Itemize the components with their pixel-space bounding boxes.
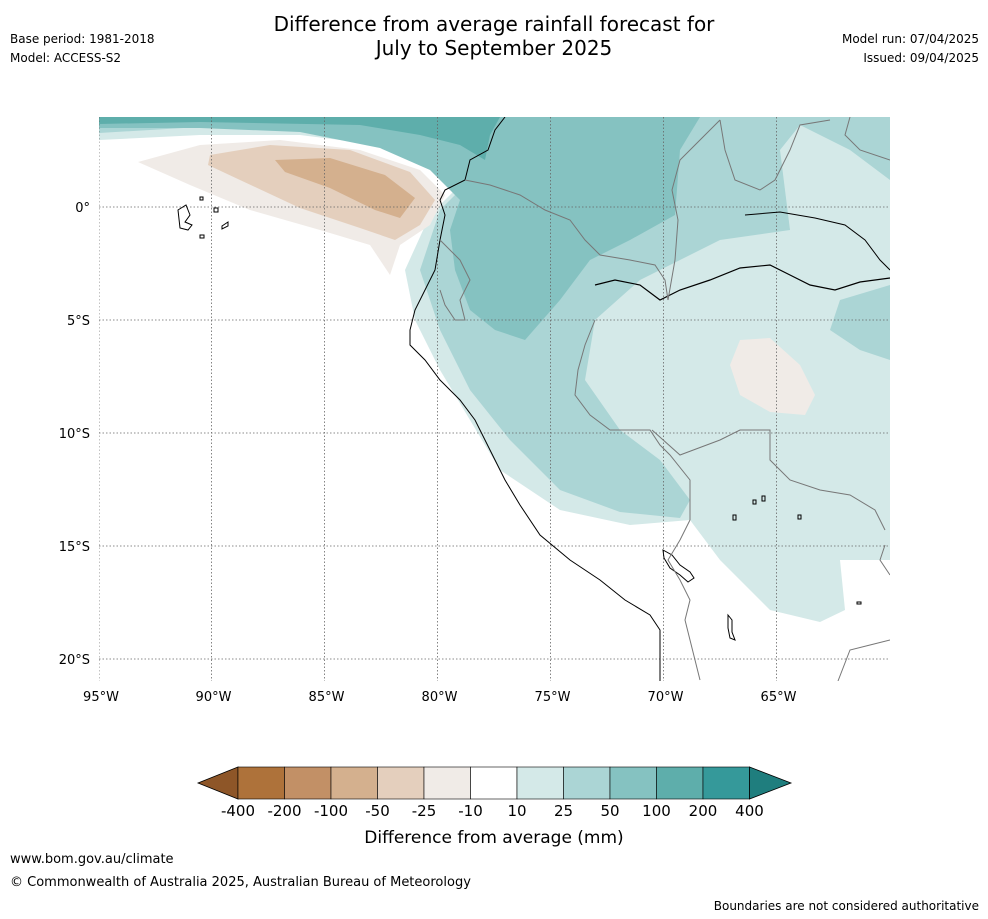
contour-neg25-neg50 [208, 145, 435, 240]
lon-tick-label: 95°W [83, 690, 119, 705]
colorbar-level-label: 200 [689, 802, 718, 820]
map-area [99, 117, 890, 681]
footer-disclaimer: Boundaries are not considered authoritat… [713, 899, 979, 913]
longitude-labels: 95°W 90°W 85°W 80°W 75°W 70°W 65°W [83, 690, 797, 705]
colorbar-level-label: -400 [221, 802, 255, 820]
contour-100-200 [99, 117, 500, 160]
colorbar-segment [609, 766, 657, 800]
colorbar-level-label: 400 [735, 802, 764, 820]
contour-25-50-east [830, 285, 890, 360]
footer-url: www.bom.gov.au/climate [10, 852, 174, 867]
lat-tick-label: 5°S [67, 314, 90, 329]
colorbar-level-label: -100 [314, 802, 348, 820]
title-line-2: July to September 2025 [375, 36, 613, 60]
colorbar-segment [423, 766, 471, 800]
colorbar-segment [563, 766, 611, 800]
lat-tick-label: 0° [75, 201, 90, 216]
meta-left: Base period: 1981-2018 Model: ACCESS-S2 [10, 30, 155, 68]
model-text: Model: ACCESS-S2 [10, 51, 122, 65]
colorbar-segment [702, 766, 750, 800]
colorbar-under-arrow [196, 766, 239, 800]
lon-tick-label: 85°W [309, 690, 345, 705]
chart-title: Difference from average rainfall forecas… [0, 12, 988, 60]
colorbar-labels: -400 -200 -100 -50 -25 -10 10 25 50 100 200 400 [221, 802, 764, 820]
contour-50-100 [99, 117, 700, 340]
issued-text: Issued: 09/04/2025 [863, 51, 979, 65]
lat-tick-label: 20°S [59, 653, 90, 668]
model-run-text: Model run: 07/04/2025 [841, 32, 979, 46]
galapagos-islands [177, 196, 229, 239]
colorbar-segment [516, 766, 564, 800]
contour-neg50-neg100 [275, 158, 415, 218]
meta-right: Model run: 07/04/2025 Issued: 09/04/2025 [842, 30, 979, 68]
lat-tick-label: 15°S [59, 540, 90, 555]
lon-tick-label: 80°W [422, 690, 458, 705]
colorbar-segment [284, 766, 332, 800]
title-line-1: Difference from average rainfall forecas… [273, 12, 715, 36]
lake-titicaca [662, 549, 695, 583]
colorbar-level-label: 50 [600, 802, 619, 820]
colorbar-level-label: 100 [642, 802, 671, 820]
latitude-labels: 0° 5°S 10°S 15°S 20°S [59, 201, 90, 668]
colorbar-level-label: -200 [267, 802, 301, 820]
colorbar-level-label: -25 [412, 802, 437, 820]
country-boundaries [439, 117, 890, 681]
lon-tick-label: 70°W [648, 690, 684, 705]
colorbar-segment [237, 766, 285, 800]
colorbar-level-label: -10 [458, 802, 483, 820]
colorbar-segment [470, 766, 518, 800]
colorbar-segment [330, 766, 378, 800]
small-lakes [727, 495, 862, 641]
colorbar [196, 766, 793, 800]
base-period-text: Base period: 1981-2018 [10, 32, 155, 46]
colorbar-segment [377, 766, 425, 800]
colorbar-over-arrow [749, 766, 793, 800]
lon-tick-label: 90°W [196, 690, 232, 705]
gridlines [99, 117, 890, 681]
contour-neg10-neg25-inland [730, 338, 815, 415]
footer-copyright: © Commonwealth of Australia 2025, Austra… [10, 875, 471, 890]
lon-tick-label: 75°W [535, 690, 571, 705]
colorbar-level-label: 25 [554, 802, 573, 820]
coastline-amazon-river [594, 264, 890, 301]
colorbar-segment [656, 766, 704, 800]
colorbar-level-label: 10 [507, 802, 526, 820]
coastline-south-america [409, 117, 661, 681]
coastline-northeast [744, 211, 890, 271]
colorbar-title: Difference from average (mm) [364, 828, 623, 848]
colorbar-level-label: -50 [365, 802, 390, 820]
lat-tick-label: 10°S [59, 427, 90, 442]
lon-tick-label: 65°W [761, 690, 797, 705]
